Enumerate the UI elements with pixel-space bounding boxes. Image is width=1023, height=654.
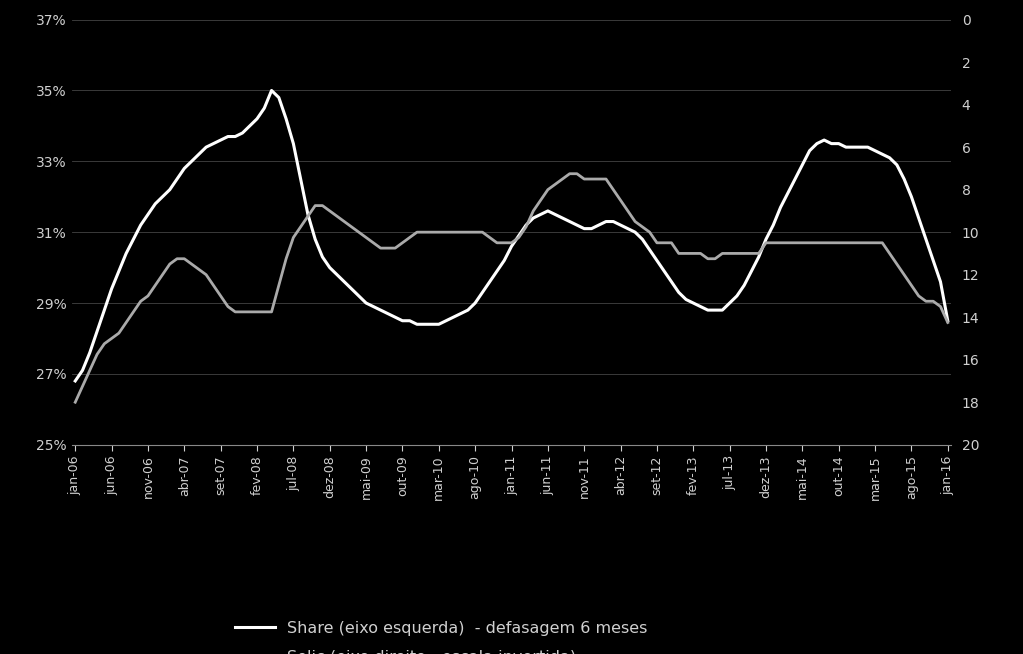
Share (eixo esquerda)  - defasagem 6 meses xyxy=(941,317,953,324)
Share (eixo esquerda)  - defasagem 6 meses xyxy=(891,161,903,169)
Legend: Share (eixo esquerda)  - defasagem 6 meses, Selic (eixo direito - escala inverti: Share (eixo esquerda) - defasagem 6 mese… xyxy=(228,614,654,654)
Share (eixo esquerda)  - defasagem 6 meses xyxy=(280,115,293,123)
Share (eixo esquerda)  - defasagem 6 meses xyxy=(622,225,634,233)
Selic (eixo direito - escala invertida) xyxy=(70,398,82,406)
Line: Share (eixo esquerda)  - defasagem 6 meses: Share (eixo esquerda) - defasagem 6 mese… xyxy=(76,90,947,381)
Selic (eixo direito - escala invertida) xyxy=(665,239,677,247)
Share (eixo esquerda)  - defasagem 6 meses xyxy=(665,278,677,286)
Selic (eixo direito - escala invertida) xyxy=(157,271,169,279)
Share (eixo esquerda)  - defasagem 6 meses xyxy=(70,377,82,385)
Selic (eixo direito - escala invertida) xyxy=(622,207,634,215)
Selic (eixo direito - escala invertida) xyxy=(941,318,953,326)
Selic (eixo direito - escala invertida) xyxy=(440,228,452,236)
Line: Selic (eixo direito - escala invertida): Selic (eixo direito - escala invertida) xyxy=(76,174,947,402)
Selic (eixo direito - escala invertida) xyxy=(564,170,576,178)
Share (eixo esquerda)  - defasagem 6 meses xyxy=(265,86,277,94)
Selic (eixo direito - escala invertida) xyxy=(273,281,285,289)
Share (eixo esquerda)  - defasagem 6 meses xyxy=(447,313,459,321)
Selic (eixo direito - escala invertida) xyxy=(891,260,903,268)
Share (eixo esquerda)  - defasagem 6 meses xyxy=(157,193,169,201)
